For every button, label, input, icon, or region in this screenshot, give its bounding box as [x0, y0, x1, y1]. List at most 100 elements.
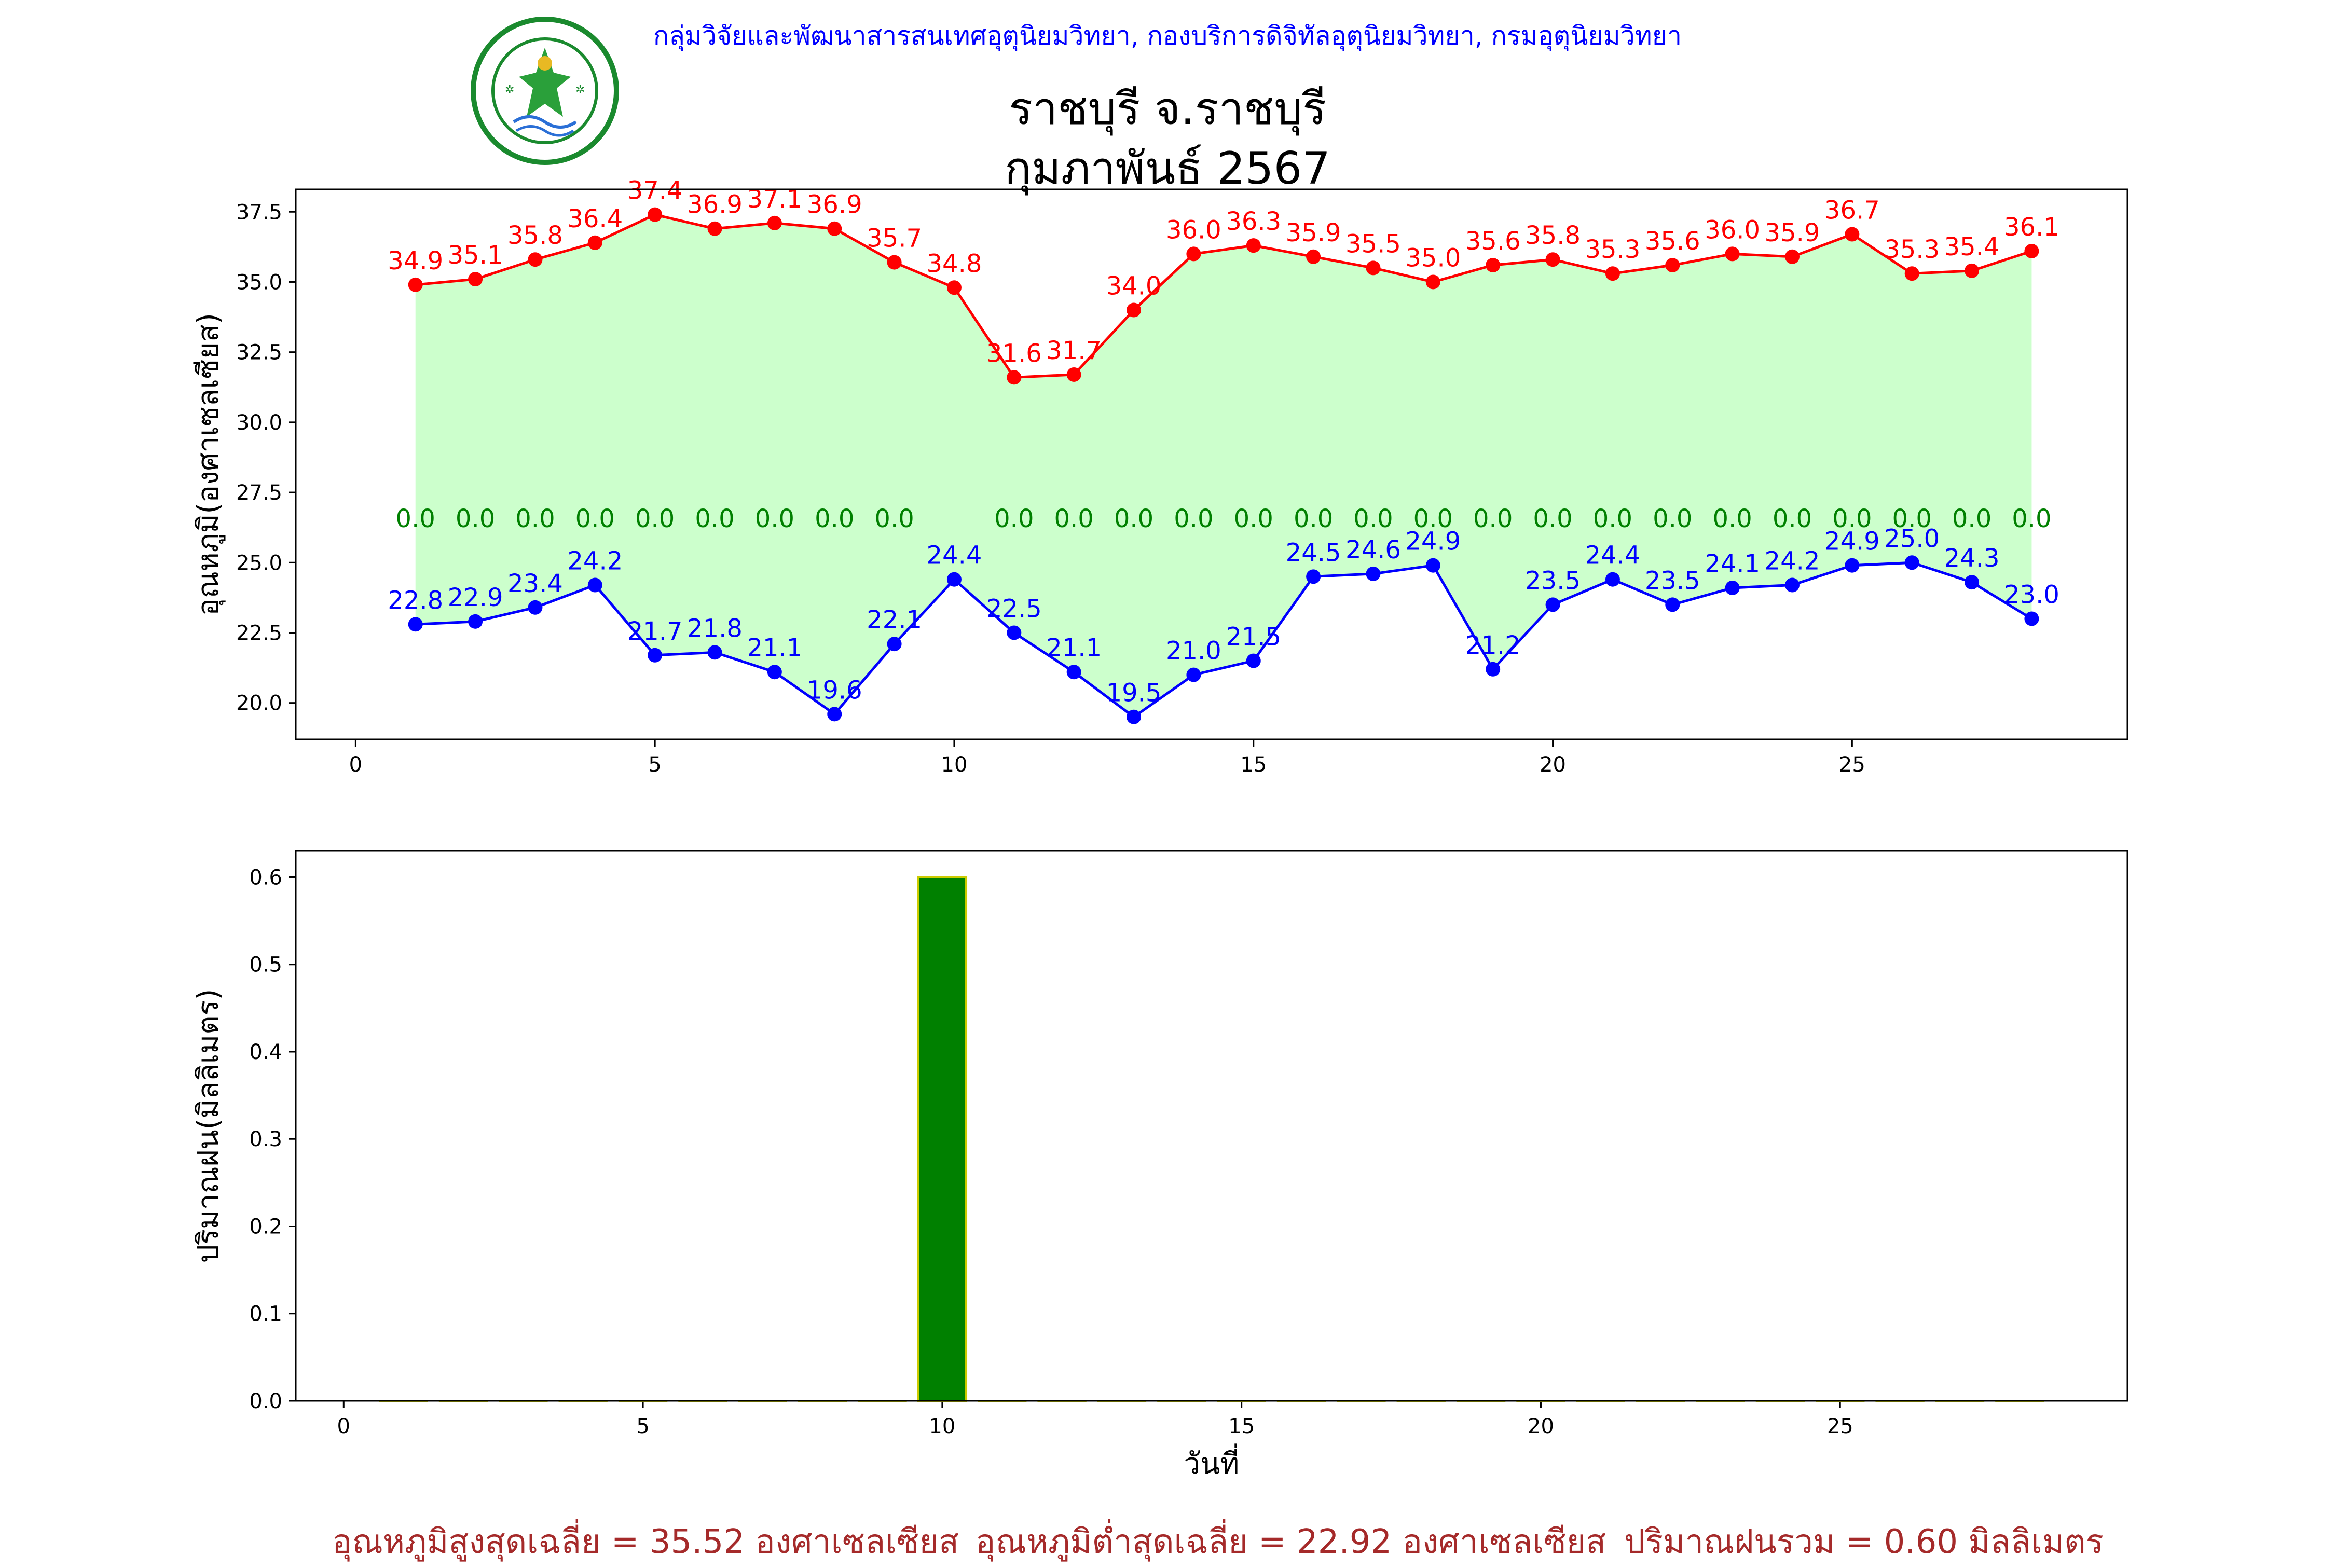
data-point-max [1366, 260, 1381, 276]
data-label-min: 24.3 [1944, 544, 2000, 573]
rain-x-tick-label: 0 [337, 1414, 350, 1438]
temp-y-tick-label: 37.5 [236, 200, 282, 224]
data-label-max: 31.7 [1046, 336, 1102, 365]
data-point-min [1127, 709, 1142, 724]
rain-value-label: 0.0 [874, 504, 914, 533]
data-point-max [1545, 252, 1560, 267]
data-point-max [827, 221, 842, 236]
data-point-max [408, 277, 423, 292]
data-point-max [1605, 266, 1620, 281]
data-point-min [1545, 597, 1560, 612]
rain-value-label: 0.0 [1653, 504, 1692, 533]
data-label-min: 21.1 [747, 634, 802, 663]
rain-plot-frame [295, 850, 2128, 1402]
data-point-max [1904, 266, 1919, 281]
data-point-min [1425, 558, 1440, 573]
data-point-min [1845, 558, 1860, 573]
data-point-max [887, 255, 902, 270]
rain-x-tick-label: 20 [1528, 1414, 1554, 1438]
temp-y-axis-label: อุณหภูมิ(องศาเซลเซียส) [191, 313, 226, 616]
data-point-min [1784, 577, 1800, 593]
data-label-min: 22.5 [986, 594, 1042, 623]
series-line-min [415, 561, 2032, 719]
rain-value-label: 0.0 [575, 504, 615, 533]
data-label-min: 24.9 [1405, 527, 1461, 556]
data-label-min: 21.0 [1166, 637, 1221, 666]
temp-y-tick-label: 30.0 [236, 411, 282, 435]
data-label-max: 36.9 [687, 190, 743, 219]
data-point-min [1007, 625, 1022, 640]
temp-range-fill [415, 214, 2032, 717]
data-label-max: 35.6 [1465, 227, 1521, 256]
data-label-min: 25.0 [1884, 524, 1940, 553]
data-label-min: 21.8 [687, 614, 743, 643]
data-point-max [2024, 243, 2039, 258]
data-label-max: 36.9 [807, 190, 862, 219]
temp-plot-frame [295, 188, 2128, 740]
data-label-max: 35.9 [1286, 218, 1341, 247]
data-label-max: 35.1 [448, 241, 503, 270]
temp-y-tick-label: 27.5 [236, 481, 282, 505]
data-label-min: 23.5 [1525, 566, 1581, 595]
data-point-min [707, 645, 722, 660]
data-point-min [1366, 566, 1381, 581]
temp-y-tick-label: 22.5 [236, 621, 282, 645]
data-point-max [1845, 227, 1860, 242]
data-label-max: 35.7 [867, 224, 922, 253]
data-point-min [1246, 653, 1261, 668]
data-label-max: 36.1 [2004, 213, 2059, 242]
data-point-max [1186, 246, 1201, 262]
data-point-min [1965, 575, 1980, 590]
data-label-min: 19.5 [1106, 679, 1162, 708]
temp-x-tick-label: 15 [1240, 753, 1267, 777]
svg-text:✲: ✲ [575, 84, 585, 97]
rain-value-label: 0.0 [815, 504, 854, 533]
credit-line: กลุ่มวิจัยและพัฒนาสารสนเทศอุตุนิยมวิทยา,… [653, 21, 1682, 51]
series-line-max [415, 213, 2032, 379]
rain-value-label: 0.0 [1054, 504, 1094, 533]
temp-y-tick-label: 35.0 [236, 270, 282, 294]
data-label-min: 21.1 [1046, 634, 1102, 663]
data-point-max [1425, 274, 1440, 290]
data-label-min: 23.0 [2004, 580, 2059, 609]
data-point-max [648, 207, 663, 222]
data-label-min: 24.2 [1765, 547, 1820, 576]
data-label-min: 19.6 [807, 676, 862, 705]
rain-y-tick-label: 0.2 [249, 1215, 282, 1239]
data-point-max [528, 252, 543, 267]
data-point-max [707, 221, 722, 236]
data-point-max [1066, 367, 1081, 382]
data-point-max [1784, 249, 1800, 264]
rain-value-label: 0.0 [994, 504, 1034, 533]
temp-x-tick-label: 25 [1839, 753, 1865, 777]
data-label-min: 24.4 [927, 541, 982, 570]
data-point-min [1725, 580, 1740, 595]
rain-x-tick-label: 10 [929, 1414, 955, 1438]
rain-value-label: 0.0 [515, 504, 555, 533]
rain-y-tick-label: 0.6 [249, 865, 282, 889]
rain-y-axis-label: ปริมาณฝน(มิลลิเมตร) [191, 989, 225, 1263]
rain-value-label: 0.0 [635, 504, 675, 533]
rain-value-label: 0.0 [2012, 504, 2051, 533]
data-point-max [468, 272, 483, 287]
data-label-min: 21.5 [1226, 623, 1281, 652]
data-point-max [1725, 246, 1740, 262]
data-point-min [887, 637, 902, 652]
data-label-max: 35.9 [1765, 218, 1820, 247]
data-label-min: 22.8 [388, 586, 443, 615]
rain-value-label: 0.0 [1773, 504, 1812, 533]
data-point-min [468, 614, 483, 629]
data-label-min: 22.1 [867, 606, 922, 635]
avg-min-stat: อุณหภูมิต่ำสุดเฉลี่ย = 22.92 องศาเซลเซีย… [976, 1523, 1606, 1561]
data-point-min [1665, 597, 1680, 612]
data-point-min [767, 665, 782, 680]
period-title: กุมภาพันธ์ 2567 [1005, 143, 1330, 195]
data-point-max [587, 235, 602, 250]
data-point-min [1186, 667, 1201, 682]
data-label-max: 35.0 [1405, 243, 1461, 272]
data-label-max: 35.5 [1345, 229, 1401, 258]
rain-value-label: 0.0 [1114, 504, 1153, 533]
data-label-max: 34.0 [1106, 272, 1162, 301]
